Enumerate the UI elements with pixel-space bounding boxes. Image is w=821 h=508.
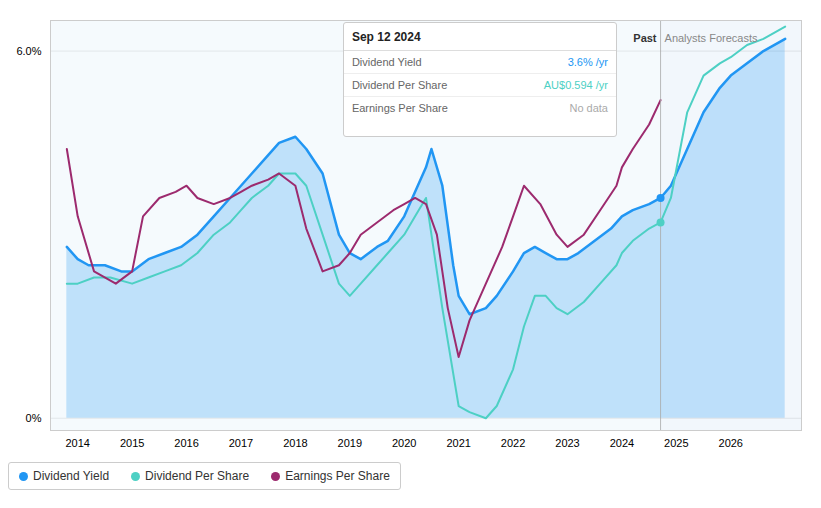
html-text:Earnings Per Share: Earnings Per Share xyxy=(351,102,448,114)
svg-text:2024: 2024 xyxy=(610,437,634,449)
svg-text:2017: 2017 xyxy=(229,437,253,449)
html-text:Earnings Per Share: Earnings Per Share xyxy=(285,469,390,483)
svg-text:Analysts Forecasts: Analysts Forecasts xyxy=(665,32,758,44)
html-text:No data: No data xyxy=(569,102,608,114)
svg-text:2026: 2026 xyxy=(719,437,743,449)
svg-text:0%: 0% xyxy=(26,412,42,424)
html-text:3.6% /yr: 3.6% /yr xyxy=(567,56,608,68)
svg-text:6.0%: 6.0% xyxy=(16,45,41,57)
svg-text:Past: Past xyxy=(633,32,657,44)
svg-text:2023: 2023 xyxy=(555,437,579,449)
svg-text:2019: 2019 xyxy=(338,437,362,449)
svg-text:2015: 2015 xyxy=(120,437,144,449)
svg-text:2018: 2018 xyxy=(283,437,307,449)
html-text:Sep 12 2024: Sep 12 2024 xyxy=(351,30,421,44)
svg-text:2014: 2014 xyxy=(65,437,89,449)
html-text:Dividend Yield: Dividend Yield xyxy=(351,56,422,68)
svg-text:2022: 2022 xyxy=(501,437,525,449)
html-text:Dividend Per Share: Dividend Per Share xyxy=(145,469,250,483)
svg-text:2025: 2025 xyxy=(664,437,688,449)
svg-text:2021: 2021 xyxy=(446,437,470,449)
svg-text:2020: 2020 xyxy=(392,437,416,449)
svg-text:2016: 2016 xyxy=(174,437,198,449)
html-text:Dividend Yield: Dividend Yield xyxy=(33,469,110,483)
html-text:AU$0.594 /yr: AU$0.594 /yr xyxy=(543,79,608,91)
html-text:Dividend Per Share: Dividend Per Share xyxy=(351,79,448,91)
